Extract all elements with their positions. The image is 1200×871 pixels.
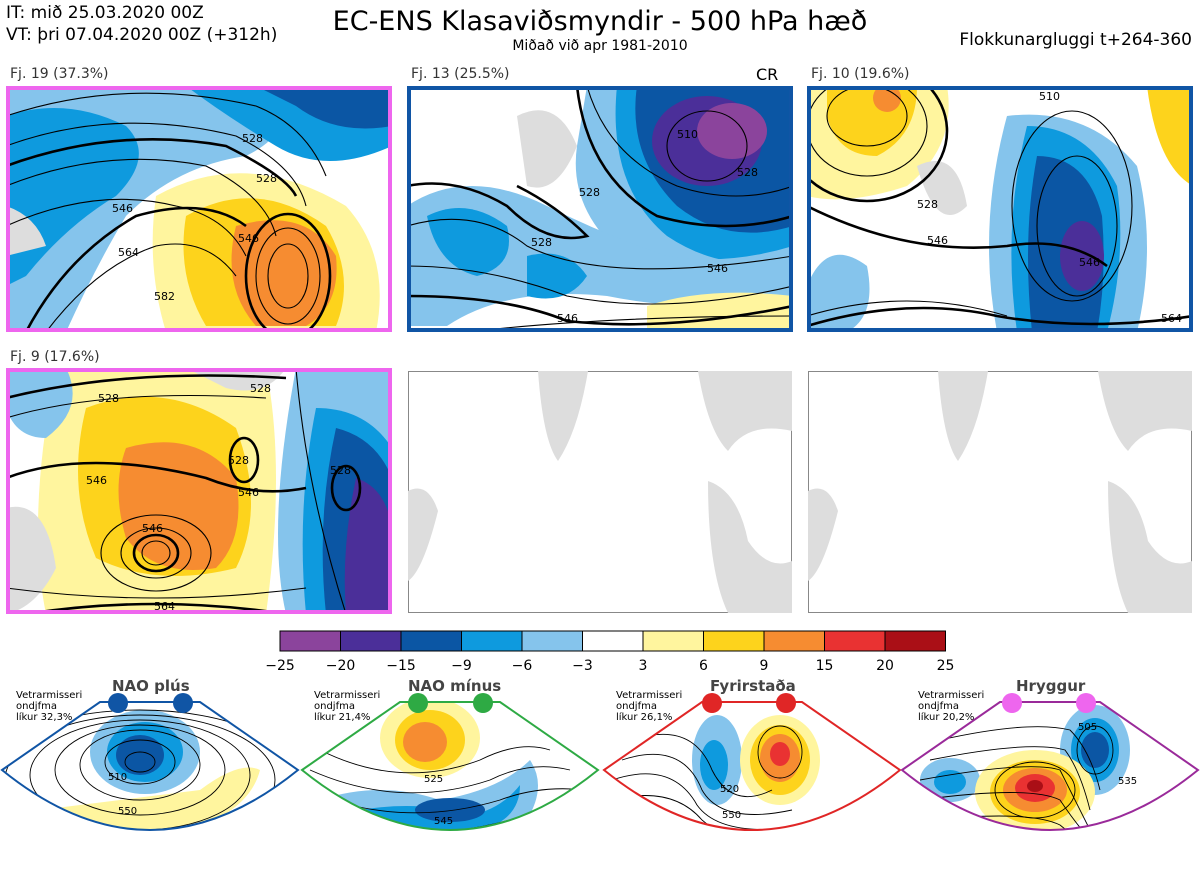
header-it: IT: mið 25.03.2020 00Z VT: þri 07.04.202… bbox=[6, 2, 277, 46]
colorbar-swatch bbox=[340, 630, 402, 652]
contour-label: 546 bbox=[238, 232, 259, 245]
colorbar-tick-label: 15 bbox=[816, 658, 834, 674]
contour-label: 546 bbox=[238, 486, 259, 499]
classification-window: Flokkunargluggi t+264-360 bbox=[959, 30, 1192, 50]
colorbar-tick-label: −25 bbox=[265, 658, 295, 674]
contour-label: 545 bbox=[434, 816, 453, 827]
colorbar-swatch bbox=[884, 630, 946, 652]
colorbar-tick-label: 3 bbox=[639, 658, 648, 674]
contour-label: 546 bbox=[707, 262, 728, 275]
cluster-map-3: 510 528 546 546 564 bbox=[807, 86, 1193, 332]
colorbar-swatch bbox=[824, 630, 886, 652]
initial-time: IT: mið 25.03.2020 00Z bbox=[6, 3, 204, 23]
colorbar-swatch bbox=[703, 630, 765, 652]
page-title: EC-ENS Klasaviðsmyndir - 500 hPa hæð bbox=[332, 6, 868, 37]
contour-label: 528 bbox=[579, 186, 600, 199]
regime-name-2: NAO mínus bbox=[408, 677, 502, 695]
contour-label: 546 bbox=[1079, 256, 1100, 269]
contour-label: 564 bbox=[118, 246, 139, 259]
contour-label: 528 bbox=[250, 382, 271, 395]
contour-label: 510 bbox=[677, 128, 698, 141]
regime-info-3: Vetrarmisseri ondjfma líkur 26,1% bbox=[616, 690, 683, 723]
panel-label-2: Fj. 13 (25.5%) bbox=[411, 66, 510, 82]
cluster-map-2: 510 528 528 528 546 546 bbox=[407, 86, 793, 332]
contour-label: 510 bbox=[1039, 90, 1060, 103]
regime-name-3: Fyrirstaða bbox=[710, 677, 796, 695]
contour-label: 520 bbox=[720, 784, 739, 795]
contour-label: 546 bbox=[557, 312, 578, 325]
colorbar-tick-label: 9 bbox=[760, 658, 769, 674]
panel-label-3: Fj. 10 (19.6%) bbox=[811, 66, 910, 82]
contour-label: 546 bbox=[142, 522, 163, 535]
contour-label: 564 bbox=[1161, 312, 1182, 325]
contour-label: 528 bbox=[242, 132, 263, 145]
contour-label: 528 bbox=[228, 454, 249, 467]
contour-label: 528 bbox=[98, 392, 119, 405]
contour-label: 528 bbox=[531, 236, 552, 249]
empty-map-6 bbox=[808, 371, 1192, 613]
contour-label: 582 bbox=[154, 290, 175, 303]
colorbar-tick-label: −3 bbox=[572, 658, 593, 674]
regime-map-ridge: 505 535 560 bbox=[900, 701, 1200, 831]
contour-label: 546 bbox=[112, 202, 133, 215]
cr-badge: CR bbox=[756, 65, 779, 84]
contour-label: 510 bbox=[108, 772, 127, 783]
colorbar-tick-label: −9 bbox=[451, 658, 472, 674]
panel-label-4: Fj. 9 (17.6%) bbox=[10, 349, 100, 365]
valid-time: VT: þri 07.04.2020 00Z (+312h) bbox=[6, 25, 278, 45]
regime-name-4: Hryggur bbox=[1016, 677, 1086, 695]
regime-map-nao-minus: 525 545 565 bbox=[300, 701, 600, 863]
colorbar-swatch bbox=[400, 630, 462, 652]
colorbar-swatch bbox=[582, 630, 644, 652]
contour-label: 528 bbox=[330, 464, 351, 477]
contour-label: 546 bbox=[86, 474, 107, 487]
cluster-map-1: 528 528 546 546 564 582 bbox=[6, 86, 392, 332]
colorbar-swatch bbox=[763, 630, 825, 652]
colorbar-swatch bbox=[521, 630, 583, 652]
colorbar-tick-label: −15 bbox=[386, 658, 416, 674]
contour-label: 525 bbox=[424, 774, 443, 785]
contour-label: 546 bbox=[927, 234, 948, 247]
empty-map-5 bbox=[408, 371, 792, 613]
colorbar-tick-label: 20 bbox=[876, 658, 894, 674]
colorbar: −25 −20 −15 −9 −6 −3 3 6 9 15 20 25 bbox=[265, 630, 955, 674]
contour-label: 550 bbox=[118, 806, 137, 817]
contour-label: 564 bbox=[154, 600, 175, 613]
regime-name-1: NAO plús bbox=[112, 677, 190, 695]
colorbar-tick-label: 25 bbox=[937, 658, 955, 674]
contour-label: 550 bbox=[722, 810, 741, 821]
colorbar-tick-label: −6 bbox=[512, 658, 533, 674]
contour-label: 565 bbox=[444, 852, 463, 863]
colorbar-swatch bbox=[279, 630, 341, 652]
regime-map-nao-plus: 510 550 bbox=[0, 701, 300, 831]
cluster-map-4: 528 528 528 528 546 546 546 564 bbox=[6, 368, 392, 614]
page-subtitle: Miðað við apr 1981-2010 bbox=[512, 38, 688, 54]
contour-label: 505 bbox=[1078, 722, 1097, 733]
colorbar-swatch bbox=[461, 630, 523, 652]
contour-label: 528 bbox=[737, 166, 758, 179]
panel-label-1: Fj. 19 (37.3%) bbox=[10, 66, 109, 82]
contour-label: 528 bbox=[256, 172, 277, 185]
contour-label: 528 bbox=[917, 198, 938, 211]
regime-info-4: Vetrarmisseri ondjfma líkur 20,2% bbox=[918, 690, 985, 723]
regime-info-1: Vetrarmisseri ondjfma líkur 32,3% bbox=[16, 690, 83, 723]
colorbar-swatch bbox=[642, 630, 704, 652]
regime-info-2: Vetrarmisseri ondjfma líkur 21,4% bbox=[314, 690, 381, 723]
contour-label: 560 bbox=[738, 834, 757, 845]
colorbar-tick-label: 6 bbox=[699, 658, 708, 674]
colorbar-tick-label: −20 bbox=[326, 658, 356, 674]
contour-label: 535 bbox=[1118, 776, 1137, 787]
contour-label: 560 bbox=[1112, 818, 1131, 829]
regime-map-blocking: 520 550 560 bbox=[602, 701, 902, 845]
